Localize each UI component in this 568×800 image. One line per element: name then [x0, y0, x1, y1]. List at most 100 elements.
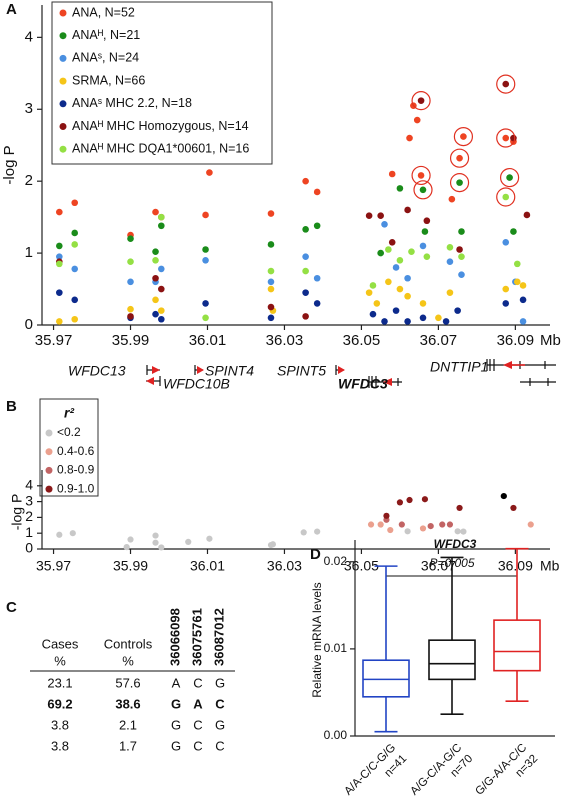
data-point [302, 313, 309, 320]
x-tick-label: 36.03 [266, 332, 304, 349]
data-point [502, 285, 510, 293]
data-point [202, 300, 209, 307]
data-point [419, 525, 427, 532]
legend-marker [59, 145, 67, 153]
data-point [419, 314, 427, 322]
data-point [502, 300, 510, 307]
legend-box [39, 398, 99, 497]
table-cell: 69.2 [47, 696, 72, 711]
data-point [513, 260, 521, 268]
legend-label: 0.8-0.9 [57, 463, 95, 477]
data-point [267, 285, 275, 293]
data-point [388, 170, 396, 178]
data-point [158, 213, 165, 221]
data-point [458, 253, 465, 260]
data-point [302, 267, 309, 275]
x-tick-label: 36.09 [497, 332, 535, 349]
table-header: 36066098 [167, 608, 182, 666]
data-point [423, 253, 431, 260]
highlight-ring [449, 173, 470, 193]
data-point [56, 242, 63, 250]
data-point [202, 256, 209, 264]
data-point [158, 544, 165, 551]
data-point [404, 274, 411, 282]
data-point [152, 532, 159, 539]
data-point [396, 185, 404, 192]
table-cell: 57.6 [115, 675, 140, 690]
table-cell: C [215, 738, 224, 753]
data-point [206, 535, 213, 542]
data-point [71, 315, 79, 323]
data-point [365, 212, 373, 219]
y-tick-label: 0.02 [324, 554, 348, 568]
data-point [446, 258, 454, 266]
gene-label: SPINT5 [277, 363, 326, 379]
data-point [71, 241, 79, 248]
table-cell: C [193, 675, 202, 690]
y-tick-label: 4 [25, 28, 33, 45]
data-point [314, 528, 321, 535]
data-point [404, 528, 411, 535]
data-point [396, 499, 404, 506]
y-axis-label: Relative mRNA levels [310, 582, 324, 697]
y-axis-label: -log P [9, 494, 25, 531]
data-point [127, 278, 134, 286]
data-point [202, 246, 209, 253]
data-point [158, 285, 165, 293]
table-cell: G [171, 696, 181, 711]
data-point [519, 296, 527, 304]
data-point [377, 249, 384, 257]
gene-label: SPINT4 [205, 363, 254, 379]
chart-title: WFDC3 [434, 537, 477, 551]
data-point [421, 496, 429, 503]
table-cell: A [172, 675, 181, 690]
legend-marker [59, 77, 67, 85]
x-tick-label: 36.01 [190, 558, 225, 574]
data-point [502, 239, 510, 246]
legend-label: ANAˢ MHC 2.2, N=18 [72, 96, 192, 110]
y-tick-label: 3 [25, 492, 33, 508]
table-cell: G [171, 717, 181, 732]
highlight-ring [496, 187, 516, 207]
y-axis-label: -log P [1, 145, 18, 184]
data-point [267, 210, 275, 217]
data-point [421, 228, 429, 235]
data-point [302, 177, 309, 185]
data-point [71, 229, 79, 237]
x-tick-label: 36.01 [189, 332, 227, 349]
panel-label: C [6, 599, 17, 616]
data-point [202, 314, 209, 322]
legend-marker [59, 32, 67, 40]
data-point [267, 267, 275, 275]
data-point [456, 504, 463, 512]
y-tick-label: 1 [25, 244, 33, 261]
data-point [448, 195, 456, 203]
data-point [404, 318, 411, 325]
y-tick-label: 1 [25, 524, 33, 540]
legend-label: 0.9-1.0 [57, 481, 95, 495]
data-point [381, 318, 388, 325]
data-point [206, 169, 213, 176]
data-point [373, 300, 381, 307]
data-point [152, 248, 159, 255]
y-tick-label: 0 [25, 540, 33, 556]
data-point [152, 274, 159, 282]
data-point [185, 538, 192, 545]
data-point [408, 248, 415, 255]
data-point [152, 208, 159, 216]
data-point [454, 307, 461, 314]
data-point [439, 521, 446, 528]
data-point [392, 264, 400, 271]
data-point [456, 246, 463, 253]
highlight-ring [496, 74, 516, 94]
data-point [413, 116, 421, 124]
data-point [365, 289, 373, 296]
data-point [523, 211, 531, 219]
data-point [377, 212, 384, 219]
data-point [377, 521, 384, 528]
data-point [446, 244, 454, 251]
y-tick-label: 2 [25, 508, 33, 524]
data-point [381, 221, 388, 228]
data-point [383, 512, 390, 519]
x-tick-label: 35.97 [36, 558, 71, 574]
